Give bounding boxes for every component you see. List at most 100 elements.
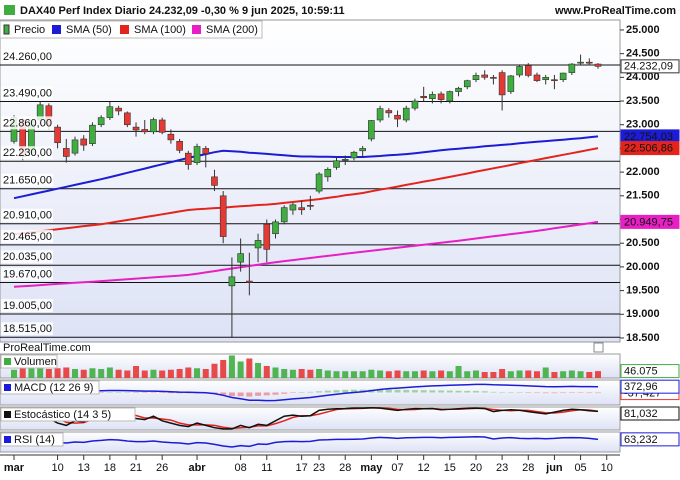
indicator-bar xyxy=(446,371,453,378)
indicator-bar xyxy=(133,366,140,378)
indicator-bar xyxy=(560,392,567,394)
x-tick-label: mar xyxy=(4,462,25,474)
candle-body xyxy=(516,66,523,76)
value-tag-label: 20.949,75 xyxy=(624,216,673,228)
indicator-bar xyxy=(586,392,593,394)
legend-label: SMA (100) xyxy=(134,24,186,36)
sma-line xyxy=(13,147,599,236)
level-label-bg xyxy=(1,173,53,187)
indicator-bar xyxy=(150,392,157,393)
indicator-bar xyxy=(289,392,296,393)
indicator-bar xyxy=(246,358,253,378)
indicator-bar xyxy=(499,369,506,378)
indicator-bar xyxy=(342,389,349,393)
candle-body xyxy=(80,138,88,146)
candle-body xyxy=(420,95,427,99)
y-tick-label: 18.500 xyxy=(626,332,660,344)
indicator-bar xyxy=(385,371,392,378)
indicator-bar xyxy=(342,371,349,378)
candle-body xyxy=(394,114,401,120)
candle-body xyxy=(542,77,550,81)
candle-body xyxy=(141,129,149,133)
value-tag xyxy=(620,406,680,421)
indicator-bar xyxy=(507,371,514,378)
candle-body xyxy=(402,107,410,121)
indicator-bar xyxy=(63,367,70,378)
indicator-bar xyxy=(551,392,558,394)
indicator-bar xyxy=(568,370,575,378)
candle-body xyxy=(219,195,227,237)
candle-body xyxy=(124,112,131,126)
indicator-bar xyxy=(560,371,567,378)
indicator-bar xyxy=(106,392,113,393)
candle-body xyxy=(254,240,262,249)
indicator-bar xyxy=(80,369,87,378)
indicator-bar xyxy=(115,369,122,378)
candle-body xyxy=(62,148,70,157)
indicator-bar xyxy=(28,365,35,378)
candle-body xyxy=(167,133,175,141)
y-tick-label: 25.000 xyxy=(626,24,660,36)
panel-label-bg xyxy=(0,407,136,422)
indicator-bar xyxy=(490,391,497,393)
value-tag xyxy=(620,59,680,74)
indicator-bar xyxy=(98,369,105,378)
value-tag-label: 63,232 xyxy=(624,434,658,446)
x-tick-label: 13 xyxy=(78,462,90,474)
indicator-bar xyxy=(272,392,279,395)
candle-body xyxy=(280,207,288,223)
value-tag-label: 46.075 xyxy=(624,365,658,377)
level-label: 19.670,00 xyxy=(3,268,52,280)
candle-body xyxy=(307,204,314,207)
indicator-bar xyxy=(394,389,401,393)
legend-label: Precio xyxy=(14,24,45,36)
indicator-bar xyxy=(481,391,488,393)
indicator-bar xyxy=(481,372,488,378)
indicator-bar xyxy=(333,390,340,393)
candle-body xyxy=(298,207,305,211)
x-tick-label: 15 xyxy=(444,462,456,474)
indicator-bar xyxy=(429,390,436,393)
level-label-bg xyxy=(1,250,53,264)
panel-label: RSI (14) xyxy=(14,434,55,446)
candle-body xyxy=(315,173,323,192)
candle-body xyxy=(498,72,506,96)
y-tick-label: 23.500 xyxy=(626,95,660,107)
indicator-bar xyxy=(307,369,314,378)
indicator-bar xyxy=(533,371,540,378)
indicator-bar xyxy=(37,366,44,378)
indicator-bar xyxy=(420,370,427,378)
candle-body xyxy=(272,221,279,235)
candle-body xyxy=(385,110,393,114)
indicator-bar xyxy=(324,390,331,393)
indicator-line xyxy=(13,383,599,402)
candle-body xyxy=(54,126,61,144)
indicator-bar xyxy=(141,370,148,378)
candle-body xyxy=(333,160,340,168)
level-label-bg xyxy=(1,229,53,243)
x-tick-label: 10 xyxy=(601,462,613,474)
candle-body xyxy=(324,168,332,178)
candle-body xyxy=(463,80,471,88)
indicator-bar xyxy=(54,368,61,378)
source: ProRealTime.com xyxy=(3,342,91,354)
indicator-bar xyxy=(368,369,375,378)
candle-body xyxy=(437,93,445,100)
x-tick-label: 28 xyxy=(339,462,351,474)
candle-body xyxy=(202,148,210,154)
candle-body xyxy=(455,87,462,92)
candle-body xyxy=(132,126,140,131)
panel-label: MACD (12 26 9) xyxy=(14,382,93,394)
indicator-bar xyxy=(490,372,497,378)
indicator-bar xyxy=(577,392,584,393)
indicator-bar xyxy=(176,392,183,394)
indicator-bar xyxy=(385,389,392,393)
level-label-bg xyxy=(1,267,53,281)
value-tag-label: 24.232,09 xyxy=(624,61,673,73)
indicator-bar xyxy=(499,392,506,393)
candle-body xyxy=(551,79,558,82)
candle-body xyxy=(368,120,375,140)
candle-body xyxy=(193,146,201,163)
level-label: 20.465,00 xyxy=(3,231,52,243)
